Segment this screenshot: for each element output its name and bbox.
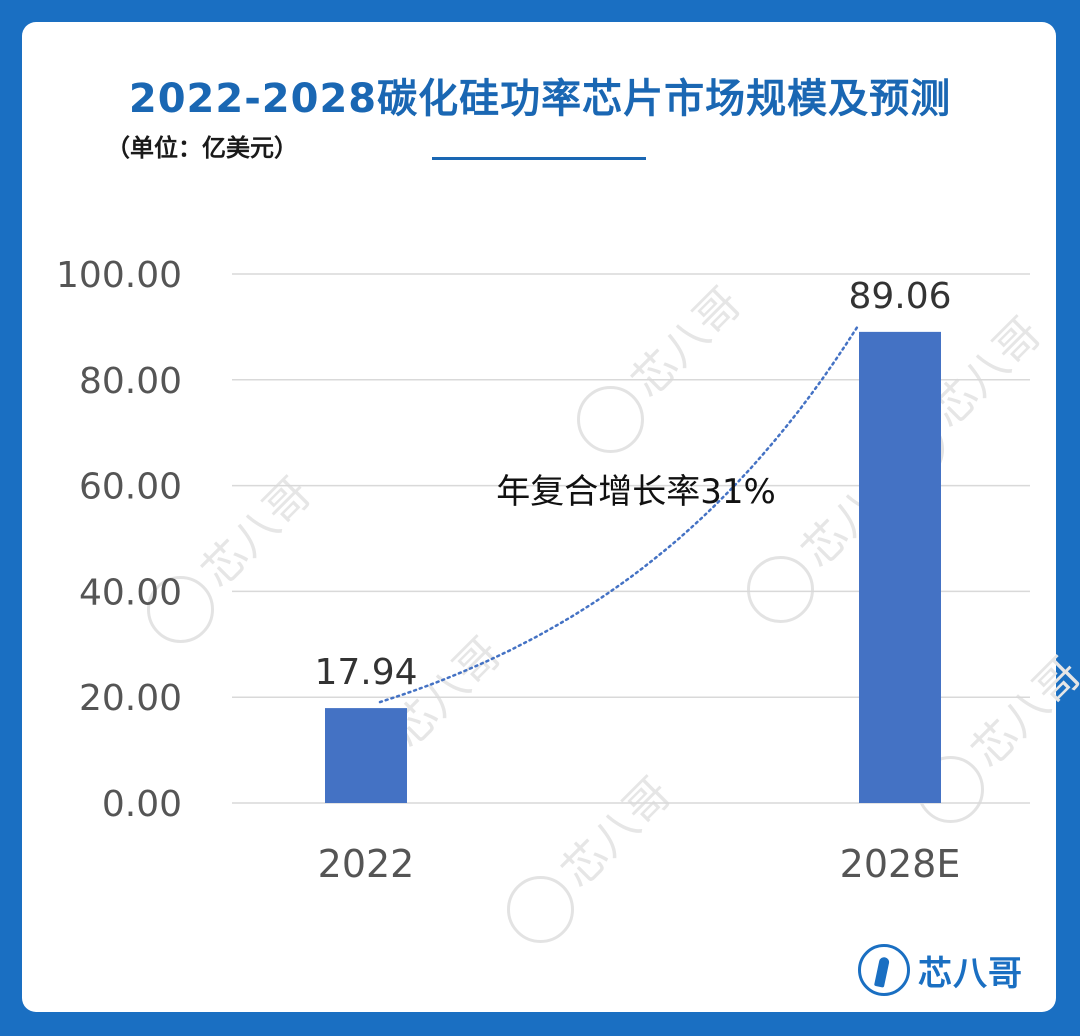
y-tick-label: 80.00 — [79, 361, 182, 402]
heron-logo-icon — [858, 944, 910, 996]
watermark: 芯八哥 — [507, 768, 681, 943]
data-label: 89.06 — [848, 276, 951, 317]
watermark-logo-icon — [507, 875, 575, 943]
y-tick-label: 40.00 — [79, 572, 182, 613]
y-axis-ticks: 0.00 20.00 40.00 60.00 80.00 100.00 — [56, 255, 182, 825]
x-tick-label: 2028E — [840, 842, 961, 886]
watermark-text: 芯八哥 — [922, 308, 1051, 437]
y-tick-label: 20.00 — [79, 678, 182, 719]
watermark-text: 芯八哥 — [622, 278, 751, 407]
watermark-logo-icon — [747, 555, 815, 623]
title-underline — [432, 157, 646, 160]
watermark-text: 芯八哥 — [962, 648, 1080, 777]
watermark: 芯八哥 — [577, 278, 751, 453]
trend-line — [378, 324, 860, 704]
x-axis-ticks: 2022 2028E — [318, 842, 961, 886]
cagr-annotation: 年复合增长率31% — [496, 472, 776, 512]
chart-title: 2022-2028碳化硅功率芯片市场规模及预测 — [128, 76, 952, 122]
watermark-text: 芯八哥 — [192, 468, 321, 597]
bar-2022 — [325, 708, 407, 803]
bars — [325, 331, 941, 803]
brand-logo: 芯八哥 — [858, 940, 1023, 1000]
bar-2028E — [859, 331, 941, 803]
data-label: 17.94 — [314, 652, 417, 693]
y-tick-label: 0.00 — [102, 784, 182, 825]
data-labels: 17.94 89.06 — [314, 276, 951, 693]
watermark-logo-icon — [147, 575, 215, 643]
y-tick-label: 60.00 — [79, 467, 182, 508]
brand-name: 芯八哥 — [918, 953, 1023, 994]
x-tick-label: 2022 — [318, 842, 415, 886]
unit-label: （单位：亿美元） — [106, 134, 298, 162]
y-tick-label: 100.00 — [56, 255, 182, 296]
watermark-logo-icon — [577, 385, 645, 453]
trend-curve — [378, 324, 860, 704]
watermark-text: 芯八哥 — [552, 768, 681, 897]
